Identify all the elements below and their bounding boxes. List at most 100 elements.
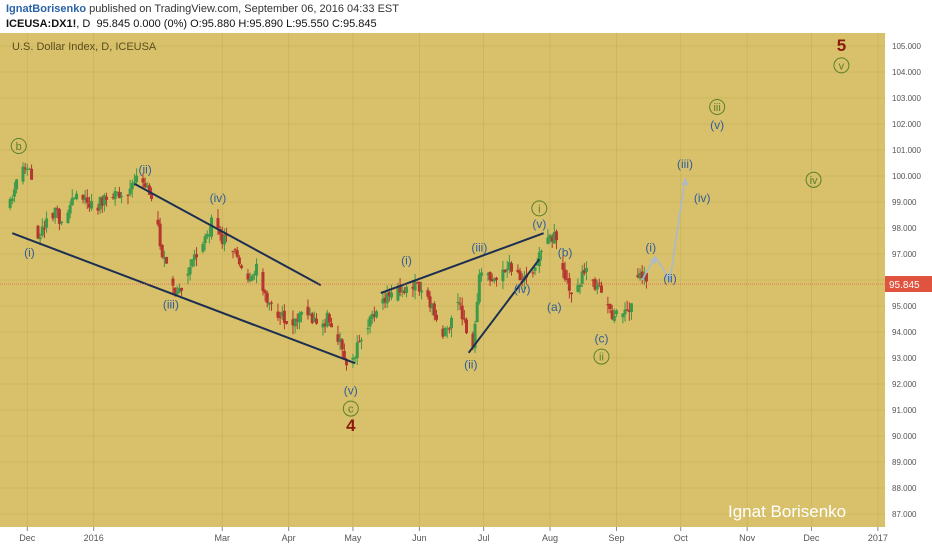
candle-body: [51, 212, 55, 219]
candle-body: [165, 256, 169, 264]
price-tick-label: 104.000: [892, 68, 921, 77]
candle-body: [507, 262, 511, 270]
candle-body: [42, 228, 46, 230]
price-tick-label: 102.000: [892, 120, 921, 129]
candle-body: [192, 254, 196, 260]
candle-body: [53, 207, 57, 218]
candle-body: [188, 267, 192, 275]
candle-body: [627, 310, 631, 312]
quote-line: ICEUSA:DX1!, D 95.845 0.000 (0%) O:95.88…: [6, 18, 377, 30]
candle-body: [569, 292, 573, 295]
candle-body: [45, 218, 49, 228]
candle-body: [38, 237, 42, 240]
watermark: Ignat Borisenko: [728, 502, 846, 521]
candle-body: [276, 311, 280, 318]
candle-body: [222, 235, 226, 245]
candle-body: [370, 313, 374, 319]
candle-body: [267, 303, 271, 305]
candle-body: [23, 167, 27, 169]
candle-body: [237, 257, 241, 265]
candle-body: [171, 278, 175, 286]
candle-body: [580, 271, 584, 284]
price-tick-label: 99.000: [892, 198, 917, 207]
candle-body: [250, 275, 254, 281]
price-chart[interactable]: b (i) (ii) (iii) (iv) (v) c4 (i) (ii) (iii) (iv) (v…: [0, 33, 932, 550]
time-tick-label: 2017: [868, 533, 888, 543]
time-tick-label: Dec: [19, 533, 36, 543]
candle-body: [396, 287, 400, 301]
candle-body: [351, 357, 355, 360]
candle-body: [83, 197, 87, 201]
candle-body: [591, 279, 595, 281]
wave-label: (v): [344, 383, 358, 397]
candle-body: [420, 290, 424, 293]
candle-body: [128, 188, 132, 195]
candle-body: [30, 168, 34, 180]
projection-arrowhead: [681, 178, 689, 186]
candle-body: [72, 197, 76, 199]
candle-body: [531, 272, 535, 274]
wave-label: (iv): [514, 282, 531, 296]
wave-label-ring: [709, 99, 726, 115]
candle-body: [516, 269, 520, 273]
candle-body: [426, 290, 430, 297]
candle-body: [503, 269, 507, 272]
candle-body: [338, 338, 342, 343]
wave-labels: b (i) (ii) (iii) (iv) (v) c4 (i) (ii) (iii) (iv) (v…: [10, 36, 850, 435]
candle-body: [464, 319, 468, 334]
candle-body: [330, 323, 334, 328]
candle-body: [405, 286, 409, 293]
candle-body: [584, 268, 588, 272]
candle-body: [145, 185, 149, 188]
time-tick-label: Dec: [803, 533, 820, 543]
candle-body: [612, 316, 616, 321]
trendlines: [11, 182, 544, 365]
candle-body: [186, 273, 190, 276]
wave-label: (iii): [471, 240, 487, 254]
candle-body: [220, 234, 224, 244]
wave-label: (c): [594, 331, 608, 345]
candle-body: [68, 205, 72, 214]
candle-body: [100, 197, 104, 206]
candle-body: [554, 231, 558, 241]
candle-body: [278, 317, 282, 319]
candle-body: [402, 291, 406, 293]
time-tick-label: Jul: [478, 533, 490, 543]
wave-label-ring: [805, 171, 822, 188]
wave-label: (i): [24, 246, 35, 260]
candle-body: [297, 313, 301, 323]
candle-body: [479, 272, 483, 276]
wave-label: (iii): [677, 157, 693, 171]
candle-body: [625, 309, 629, 311]
author-link[interactable]: IgnatBorisenko: [6, 3, 87, 15]
candle-body: [488, 272, 492, 281]
candle-body: [445, 328, 449, 330]
chart-frame[interactable]: b (i) (ii) (iii) (iv) (v) c 4 (i) (ii) (iii) (iv) (v…: [0, 33, 932, 550]
candle-body: [492, 278, 496, 281]
candle-body: [150, 193, 154, 199]
candle-body: [175, 291, 179, 295]
candle-body: [398, 286, 402, 293]
wave-label: (iv): [210, 191, 227, 205]
candle-body: [593, 279, 597, 290]
candle-body: [552, 232, 556, 244]
price-tick-label: 94.000: [892, 328, 917, 337]
candle-body: [441, 328, 445, 337]
candle-body: [360, 339, 364, 341]
candle-body: [443, 328, 447, 337]
candle-body: [327, 314, 331, 323]
candle-body: [36, 225, 40, 239]
projection-arrowhead: [649, 256, 656, 264]
candle-body: [113, 191, 117, 200]
candle-body: [25, 169, 29, 171]
chart-header: IgnatBorisenko published on TradingView.…: [0, 0, 932, 32]
wave-label: (iii): [163, 298, 179, 312]
candle-body: [265, 292, 269, 303]
candle-body: [190, 259, 194, 267]
candle-body: [535, 264, 539, 266]
candle-body: [15, 179, 19, 190]
candle-body: [203, 236, 207, 244]
time-axis[interactable]: [0, 527, 932, 550]
wave-label: (a): [547, 300, 562, 314]
price-tick-label: 88.000: [892, 484, 917, 493]
